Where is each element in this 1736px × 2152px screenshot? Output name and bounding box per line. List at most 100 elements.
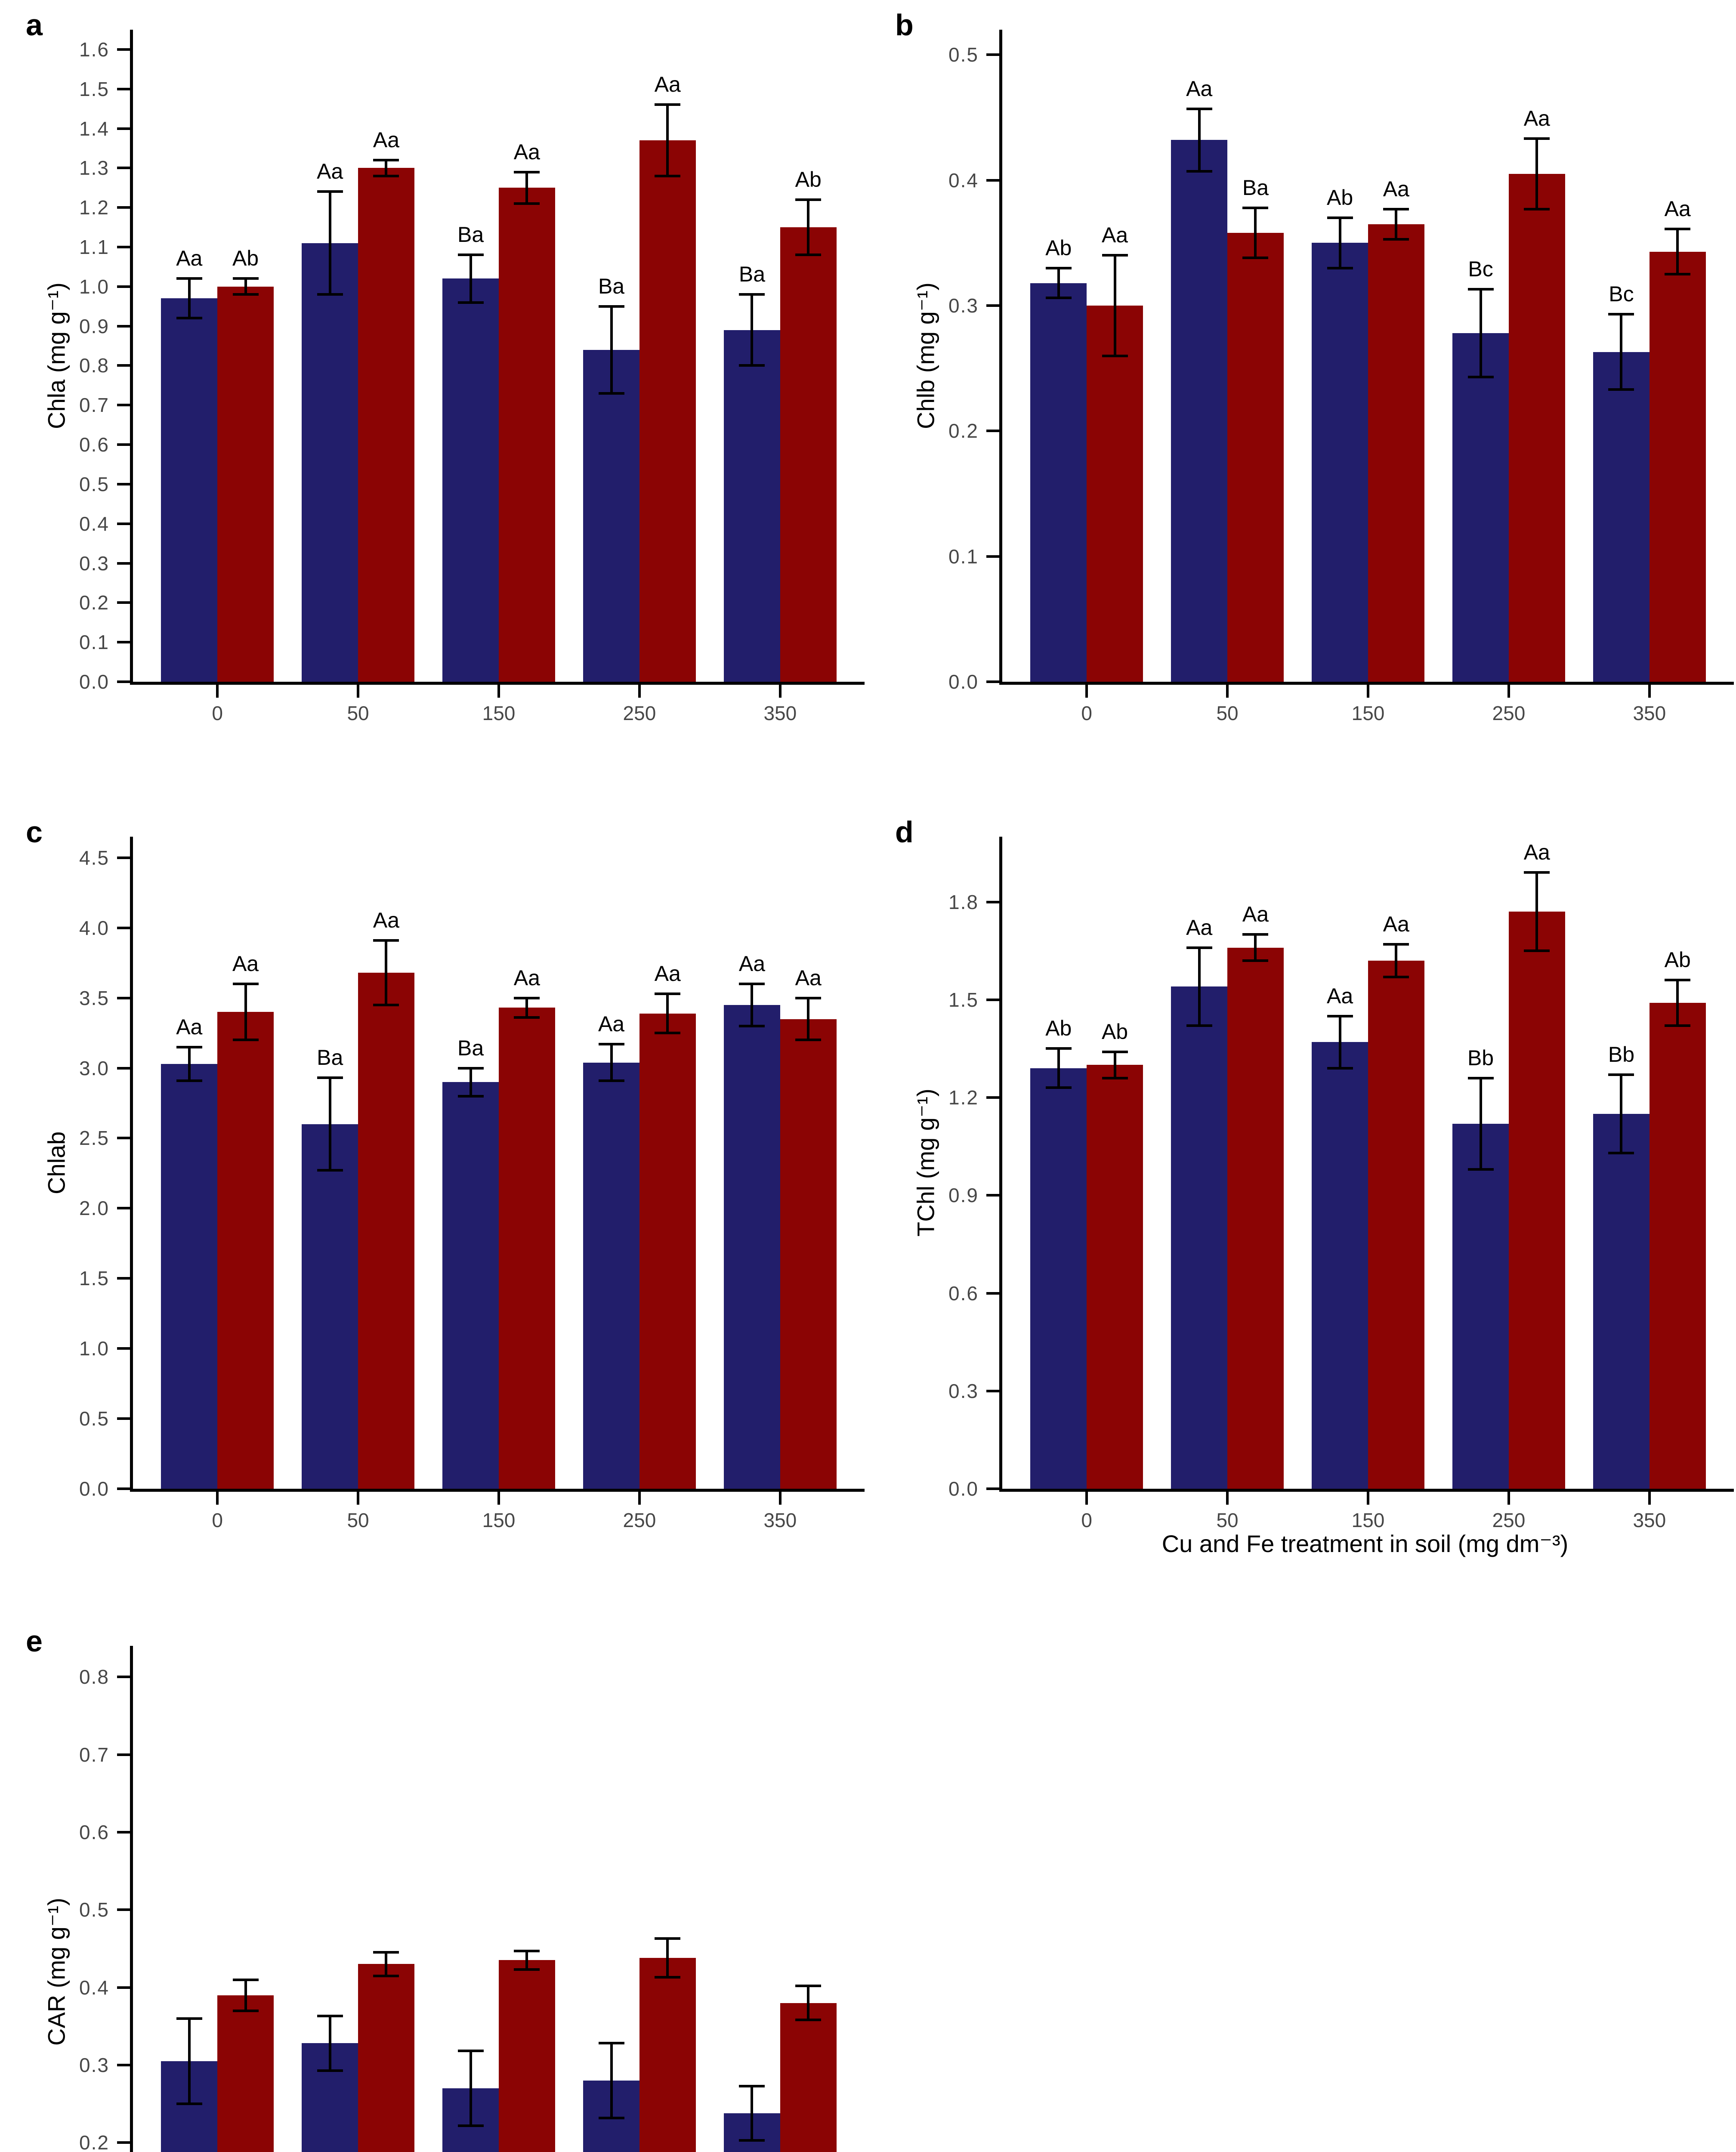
- error-cap-top: [514, 170, 540, 173]
- error-bar: [666, 105, 669, 176]
- panel-tag-e: e: [26, 1624, 43, 1658]
- error-cap-bottom: [317, 1169, 343, 1172]
- x-tick-mark: [497, 1492, 500, 1505]
- y-tick-mark: [117, 601, 130, 604]
- bar-fe-250: [639, 140, 696, 682]
- y-tick-mark: [117, 1487, 130, 1490]
- y-tick-mark: [986, 53, 999, 56]
- significance-letter: Ab: [1101, 1019, 1128, 1044]
- y-axis-title-chlb: Chlb (mg g⁻¹): [912, 282, 939, 429]
- error-bar: [807, 1985, 810, 2020]
- y-tick-mark: [117, 522, 130, 525]
- error-bar: [469, 255, 472, 303]
- significance-letter: Aa: [317, 159, 343, 184]
- bar-cu-250: [1452, 333, 1509, 682]
- error-bar: [328, 1078, 331, 1171]
- error-cap-top: [1524, 137, 1550, 140]
- error-cap-bottom: [457, 2124, 484, 2127]
- error-bar: [1057, 1048, 1060, 1088]
- x-tick-label: 50: [1216, 702, 1239, 724]
- significance-letter: Aa: [795, 965, 822, 990]
- error-bar: [188, 2018, 191, 2104]
- bar-fe-50: [358, 1964, 414, 2152]
- bar-cu-150: [442, 1082, 499, 1489]
- bar-fe-0: [217, 286, 274, 682]
- y-tick-label: 0.9: [79, 315, 109, 337]
- bar-fe-0: [217, 1012, 274, 1489]
- error-bar: [1479, 1078, 1482, 1169]
- error-cap-top: [795, 996, 822, 999]
- x-tick-label: 150: [1351, 702, 1385, 724]
- error-cap-top: [1665, 228, 1691, 231]
- y-tick-label: 0.7: [79, 1743, 109, 1766]
- y-tick-label: 1.2: [79, 196, 109, 219]
- x-tick-label: 0: [212, 1509, 223, 1531]
- error-cap-bottom: [176, 2103, 202, 2106]
- x-tick-label: 350: [763, 1509, 797, 1531]
- x-tick-label: 250: [623, 1509, 656, 1531]
- bar-cu-350: [724, 330, 780, 682]
- y-tick-mark: [117, 680, 130, 683]
- error-cap-bottom: [598, 392, 624, 395]
- y-tick-mark: [986, 1389, 999, 1392]
- bar-fe-350: [780, 227, 837, 682]
- y-tick-label: 0.8: [79, 354, 109, 377]
- x-tick-label: 50: [347, 702, 369, 724]
- x-tick-mark: [497, 685, 500, 698]
- error-cap-top: [373, 939, 399, 942]
- y-tick-label: 0.4: [79, 1976, 109, 1999]
- significance-letter: Aa: [654, 72, 681, 97]
- y-tick-mark: [986, 900, 999, 903]
- y-tick-label: 0.7: [79, 394, 109, 417]
- x-tick-label: 150: [1351, 1509, 1385, 1531]
- error-cap-top: [598, 305, 624, 308]
- error-cap-bottom: [457, 301, 484, 304]
- error-cap-top: [176, 2017, 202, 2020]
- significance-letter: Ab: [232, 246, 259, 271]
- error-cap-bottom: [373, 174, 399, 177]
- significance-letter: Ab: [1664, 948, 1691, 972]
- bar-fe-0: [1087, 1065, 1143, 1489]
- significance-letter: Bc: [1468, 257, 1493, 281]
- y-tick-mark: [117, 1753, 130, 1756]
- error-cap-bottom: [317, 293, 343, 296]
- y-tick-label: 0.4: [948, 169, 979, 192]
- error-cap-top: [655, 992, 681, 995]
- error-bar: [328, 2016, 331, 2071]
- error-cap-bottom: [514, 202, 540, 205]
- error-bar: [610, 2043, 613, 2118]
- error-cap-bottom: [1242, 959, 1269, 962]
- error-cap-top: [739, 983, 765, 986]
- panel-b-chlb: b Chlb (mg g⁻¹) 0.0 0.1 0.2 0.3 0.4 0.5 0 Ab Aa 5…: [892, 8, 1736, 819]
- error-bar: [469, 2051, 472, 2126]
- y-tick-label: 1.4: [79, 117, 109, 140]
- y-tick-mark: [986, 555, 999, 558]
- x-tick-mark: [778, 1492, 782, 1505]
- error-cap-top: [373, 1951, 399, 1954]
- significance-letter: Bb: [1608, 1042, 1635, 1067]
- error-cap-bottom: [598, 1079, 624, 1082]
- error-bar: [666, 993, 669, 1033]
- y-tick-label: 0.5: [948, 43, 979, 66]
- error-bar: [244, 278, 247, 295]
- x-tick-label: 0: [212, 702, 223, 724]
- error-cap-bottom: [1467, 376, 1494, 379]
- y-tick-label: 0.5: [79, 1407, 109, 1430]
- error-cap-bottom: [1186, 170, 1212, 173]
- bar-cu-250: [583, 1062, 639, 1489]
- panel-a-chla: a Chla (mg g⁻¹) 0.0 0.1 0.2 0.3 0.4 0.5 0.6 0.7…: [22, 8, 887, 819]
- error-cap-bottom: [176, 317, 202, 320]
- error-cap-bottom: [598, 2116, 624, 2119]
- y-tick-label: 0.3: [79, 552, 109, 575]
- significance-letter: Ab: [1327, 186, 1353, 210]
- error-bar: [1113, 255, 1116, 356]
- error-cap-bottom: [457, 1095, 484, 1098]
- error-cap-bottom: [655, 174, 681, 177]
- y-tick-mark: [117, 1207, 130, 1210]
- y-tick-mark: [117, 285, 130, 288]
- error-cap-top: [514, 1949, 540, 1952]
- significance-letter: Aa: [1186, 76, 1213, 101]
- significance-letter: Bc: [1609, 282, 1634, 306]
- y-tick-label: 0.2: [79, 2131, 109, 2152]
- error-cap-bottom: [1524, 207, 1550, 210]
